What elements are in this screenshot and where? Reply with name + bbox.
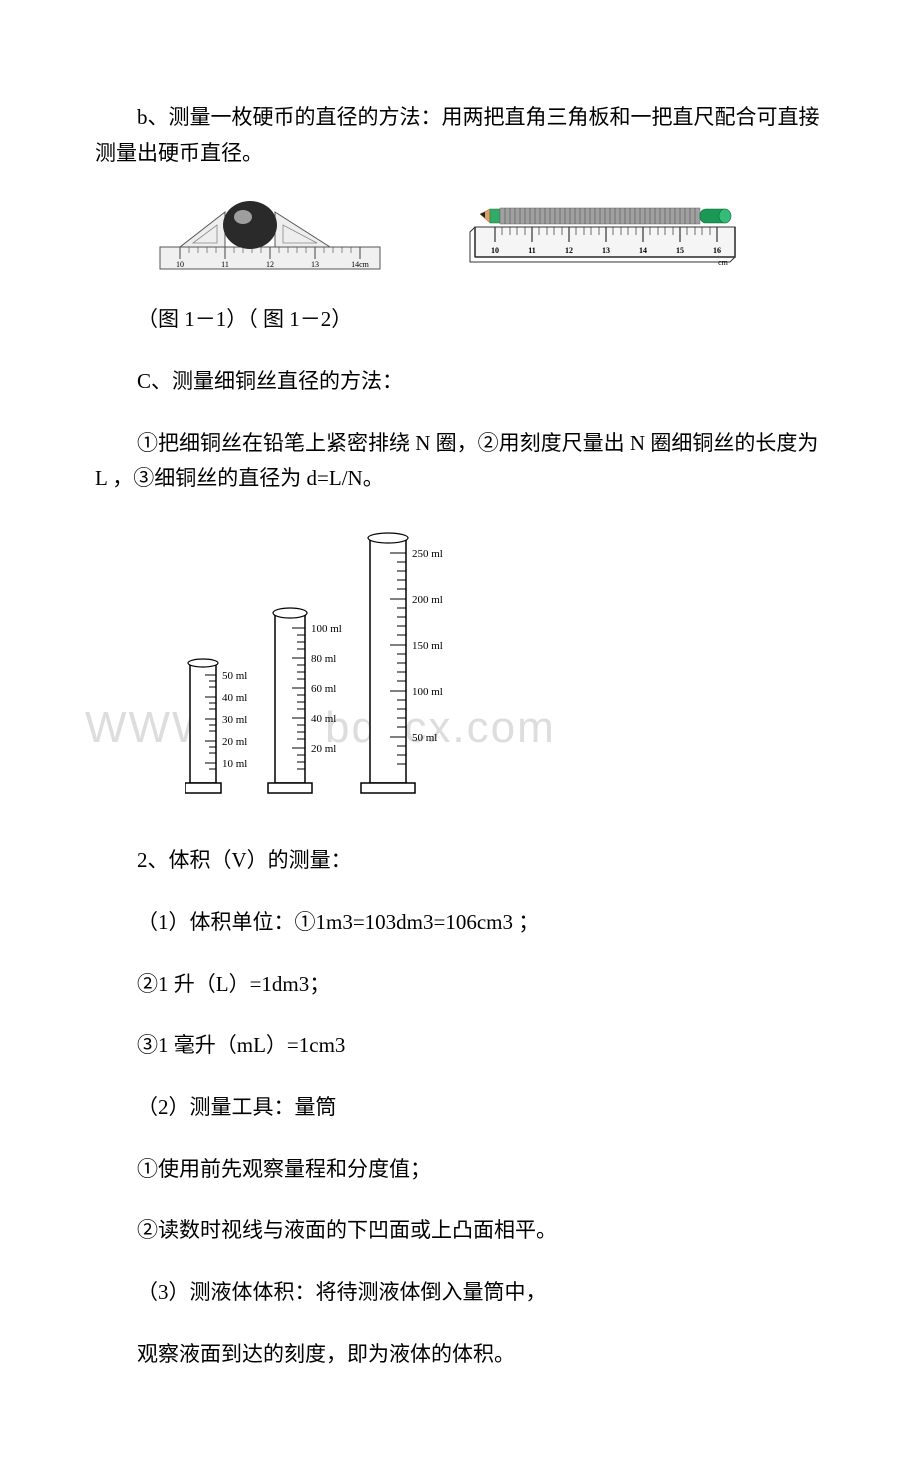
paragraph-volume-ml: ③1 毫升（mL）=1cm3 xyxy=(95,1028,825,1064)
cyl-label: 80 ml xyxy=(311,653,336,665)
paragraph-tool-step1: ①使用前先观察量程和分度值； xyxy=(95,1152,825,1188)
paragraph-copper-method-title: C、测量细铜丝直径的方法： xyxy=(95,364,825,400)
tick-label: 13 xyxy=(602,246,610,255)
paragraph-volume-title: 2、体积（V）的测量： xyxy=(95,843,825,879)
cyl-label: 20 ml xyxy=(222,736,247,748)
cylinder-small: 50 ml 40 ml 30 ml 20 ml 10 ml xyxy=(185,659,247,793)
cyl-label: 150 ml xyxy=(412,640,443,652)
cylinders-figure: 50 ml 40 ml 30 ml 20 ml 10 ml 100 ml xyxy=(185,523,455,813)
cylinder-medium: 100 ml 80 ml 60 ml 40 ml 20 ml xyxy=(268,608,342,793)
tick-label: 14cm xyxy=(351,260,370,269)
tick-label: 15 xyxy=(676,246,684,255)
cyl-label: 50 ml xyxy=(412,732,437,744)
paragraph-copper-method-steps: ①把细铜丝在铅笔上紧密排绕 N 圈，②用刻度尺量出 N 圈细铜丝的长度为 L ，… xyxy=(95,426,825,497)
cyl-label: 100 ml xyxy=(412,686,443,698)
paragraph-volume-liter: ②1 升（L）=1dm3； xyxy=(95,967,825,1003)
cyl-label: 50 ml xyxy=(222,670,247,682)
cyl-label: 40 ml xyxy=(222,692,247,704)
cylinders-figure-block: WWW bdocx.com 50 ml 40 ml 30 ml 20 ml xyxy=(95,523,825,813)
figure-row-rulers: 10 11 12 13 14cm xyxy=(95,197,825,272)
cyl-label: 200 ml xyxy=(412,594,443,606)
cyl-label: 250 ml xyxy=(412,548,443,560)
tick-label: 11 xyxy=(528,246,536,255)
tick-label: 12 xyxy=(266,260,274,269)
paragraph-tool: （2）测量工具：量筒 xyxy=(95,1090,825,1126)
tick-label: 14 xyxy=(639,246,647,255)
pencil-ruler-figure: 10 11 12 13 14 15 16 cm xyxy=(465,197,745,272)
unit-label: cm xyxy=(718,258,729,267)
paragraph-measure-liquid: （3）测液体体积：将待测液体倒入量筒中， xyxy=(95,1275,825,1311)
paragraph-coin-method: b、测量一枚硬币的直径的方法：用两把直角三角板和一把直尺配合可直接测量出硬币直径… xyxy=(95,100,825,171)
cyl-label: 10 ml xyxy=(222,758,247,770)
cyl-label: 20 ml xyxy=(311,743,336,755)
cyl-label: 30 ml xyxy=(222,714,247,726)
paragraph-tool-step2: ②读数时视线与液面的下凹面或上凸面相平。 xyxy=(95,1213,825,1249)
tick-label: 10 xyxy=(491,246,499,255)
tick-label: 12 xyxy=(565,246,573,255)
cyl-label: 100 ml xyxy=(311,623,342,635)
tick-label: 16 xyxy=(713,246,721,255)
figure-caption: （图 1－1）（ 图 1－2） xyxy=(95,302,825,338)
tick-label: 13 xyxy=(311,260,319,269)
tick-label: 10 xyxy=(176,260,184,269)
paragraph-measure-liquid2: 观察液面到达的刻度，即为液体的体积。 xyxy=(95,1337,825,1373)
coin-ruler-figure: 10 11 12 13 14cm xyxy=(155,197,385,272)
cyl-label: 60 ml xyxy=(311,683,336,695)
tick-label: 11 xyxy=(221,260,229,269)
cyl-label: 40 ml xyxy=(311,713,336,725)
paragraph-volume-units: （1）体积单位：①1m3=103dm3=106cm3 ； xyxy=(95,905,825,941)
cylinder-large: 250 ml 200 ml 150 ml 100 ml 50 ml xyxy=(361,533,443,793)
